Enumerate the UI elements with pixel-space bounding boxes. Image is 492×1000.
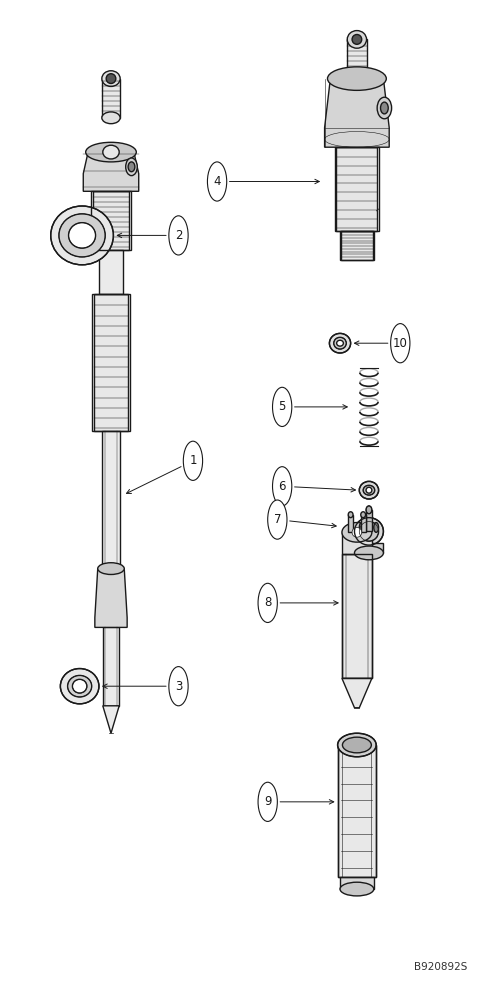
Bar (342, 532, 372, 554)
Ellipse shape (51, 206, 114, 265)
Ellipse shape (348, 512, 353, 518)
Circle shape (273, 387, 292, 426)
Ellipse shape (352, 527, 362, 537)
Ellipse shape (98, 563, 124, 574)
Ellipse shape (354, 546, 383, 560)
Ellipse shape (354, 518, 383, 545)
Text: 5: 5 (278, 400, 286, 413)
Circle shape (359, 523, 364, 532)
Bar (99, 250, 123, 294)
Bar (103, 627, 119, 706)
Polygon shape (95, 569, 127, 627)
Ellipse shape (347, 72, 367, 85)
Polygon shape (325, 79, 389, 147)
Bar (342, 554, 372, 678)
Circle shape (273, 467, 292, 506)
Circle shape (374, 523, 379, 532)
Ellipse shape (68, 223, 95, 248)
Ellipse shape (106, 74, 116, 84)
Circle shape (258, 583, 277, 622)
Bar (93, 294, 128, 431)
Bar (361, 515, 366, 532)
Ellipse shape (59, 214, 105, 257)
Bar (92, 294, 130, 431)
Ellipse shape (380, 102, 388, 114)
Ellipse shape (359, 481, 379, 499)
Text: 10: 10 (393, 337, 408, 350)
Ellipse shape (366, 506, 372, 514)
Polygon shape (342, 678, 372, 708)
Bar (338, 745, 376, 877)
Ellipse shape (363, 485, 375, 495)
Ellipse shape (342, 523, 372, 542)
Bar (354, 543, 383, 553)
Bar (102, 431, 120, 569)
Ellipse shape (361, 512, 366, 518)
Bar (92, 191, 130, 250)
Ellipse shape (67, 675, 92, 697)
Ellipse shape (366, 487, 372, 493)
Circle shape (391, 324, 410, 363)
Bar (340, 231, 374, 260)
Ellipse shape (347, 31, 367, 48)
Text: B920892S: B920892S (414, 962, 468, 972)
Bar (337, 147, 377, 231)
Polygon shape (83, 152, 139, 191)
Circle shape (258, 782, 277, 821)
Ellipse shape (103, 145, 119, 159)
Text: 1: 1 (189, 454, 197, 467)
Ellipse shape (337, 340, 343, 346)
Ellipse shape (377, 97, 392, 119)
Ellipse shape (338, 733, 376, 757)
Ellipse shape (72, 679, 87, 693)
Text: 8: 8 (264, 596, 272, 609)
Ellipse shape (352, 34, 362, 44)
Circle shape (268, 500, 287, 539)
Ellipse shape (334, 337, 346, 349)
Ellipse shape (102, 71, 120, 86)
Bar (93, 191, 129, 250)
Circle shape (169, 216, 188, 255)
Bar (341, 231, 372, 260)
Ellipse shape (340, 882, 374, 896)
Bar (342, 554, 372, 678)
Ellipse shape (342, 737, 371, 753)
Ellipse shape (328, 67, 386, 90)
Ellipse shape (330, 333, 351, 353)
Ellipse shape (61, 669, 99, 704)
Bar (340, 877, 374, 889)
Text: 6: 6 (278, 480, 286, 493)
Ellipse shape (125, 158, 137, 176)
Ellipse shape (128, 162, 135, 172)
Bar (347, 39, 367, 79)
Ellipse shape (86, 142, 136, 162)
Bar (335, 147, 379, 231)
Ellipse shape (102, 112, 120, 124)
Circle shape (184, 441, 203, 480)
Bar (102, 79, 120, 118)
Text: 9: 9 (264, 795, 272, 808)
Text: 3: 3 (175, 680, 182, 693)
Bar (366, 510, 372, 531)
Circle shape (208, 162, 227, 201)
Bar (338, 745, 376, 877)
Text: 2: 2 (175, 229, 182, 242)
Bar (340, 877, 374, 889)
Circle shape (169, 667, 188, 706)
Text: 7: 7 (274, 513, 281, 526)
Bar (348, 515, 353, 532)
Polygon shape (103, 706, 119, 733)
Text: 4: 4 (214, 175, 221, 188)
Ellipse shape (359, 522, 379, 541)
